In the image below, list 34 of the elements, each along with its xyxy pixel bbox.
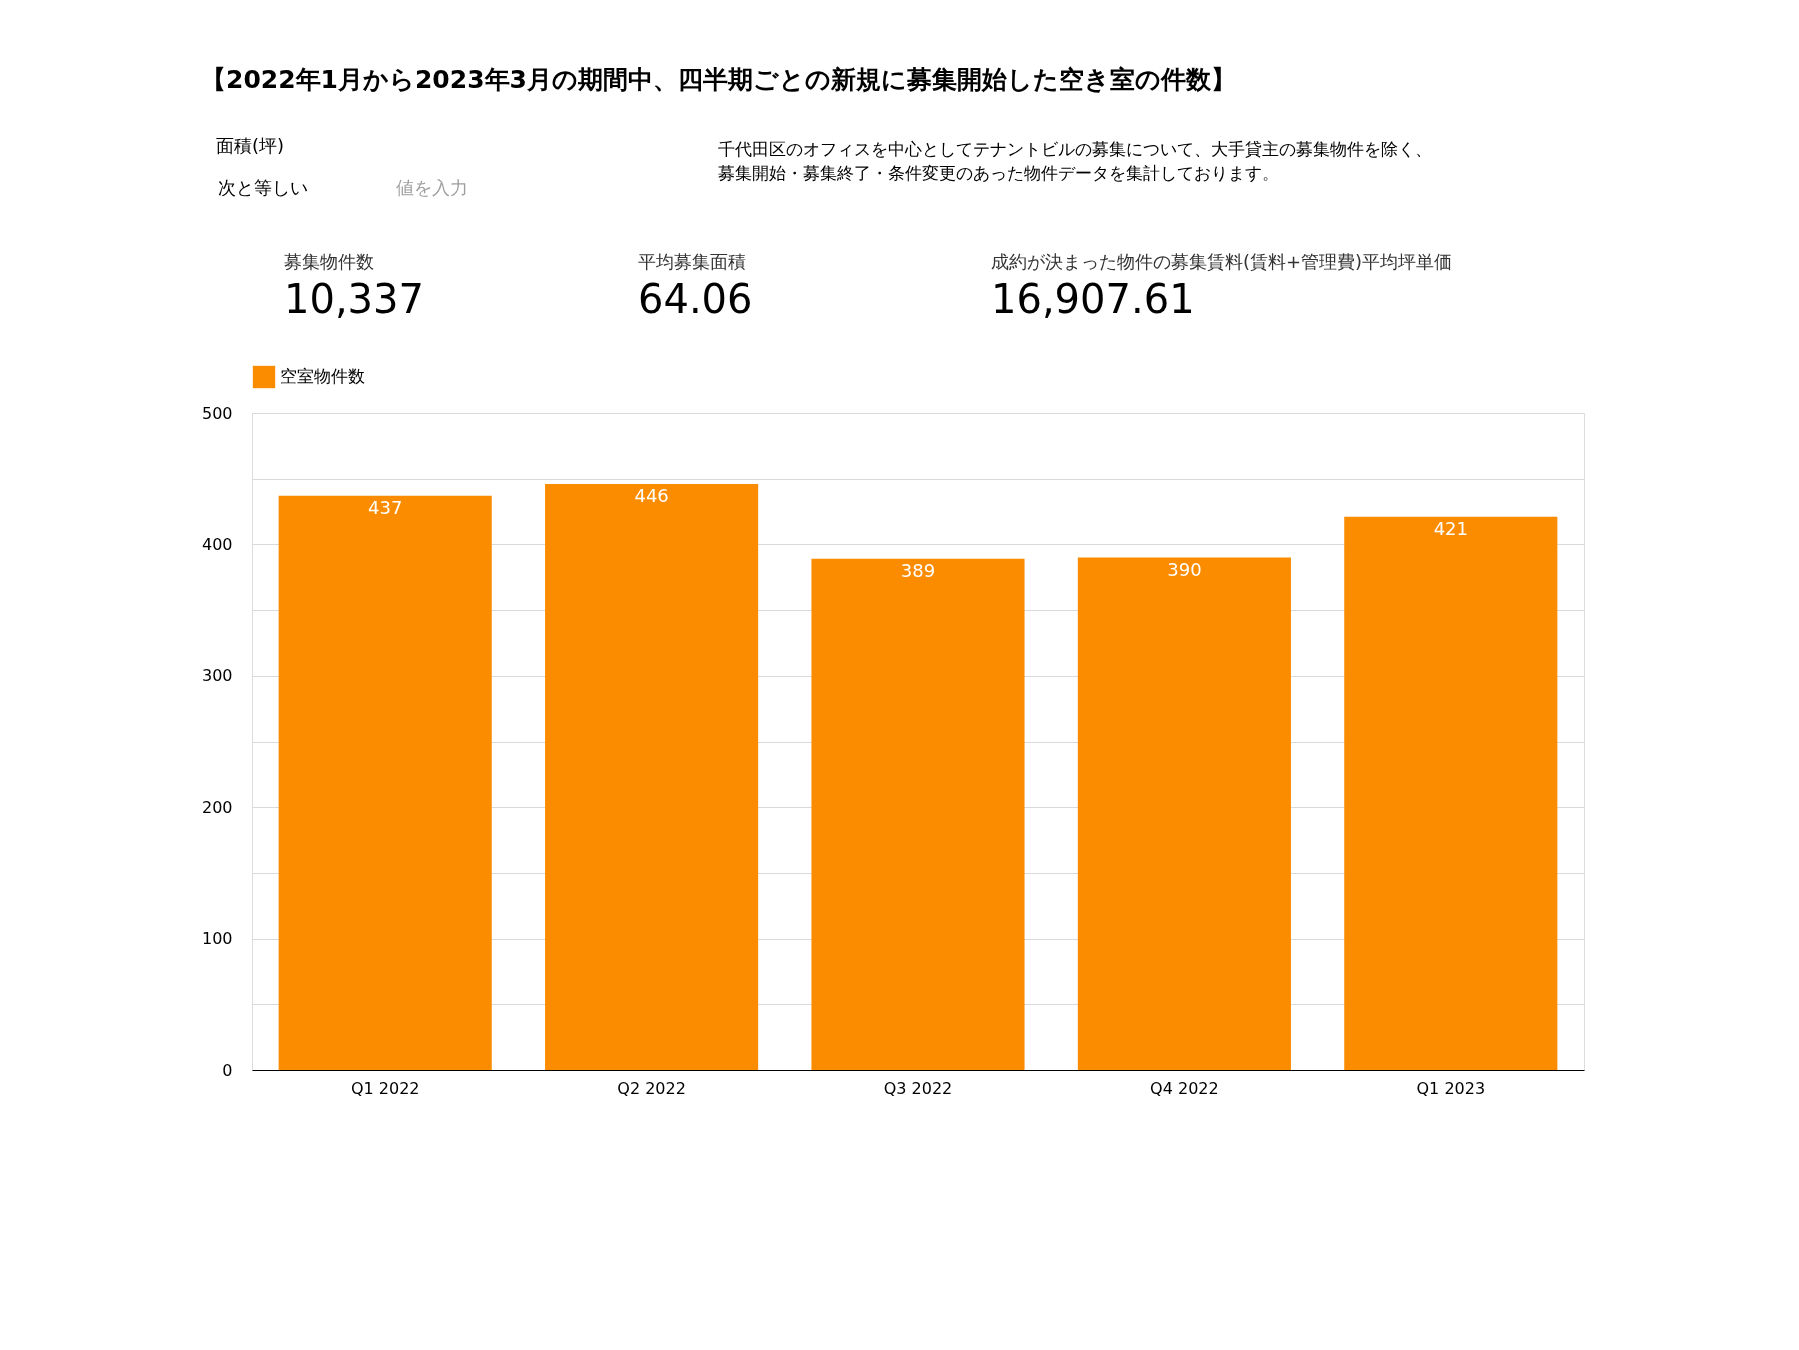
text: 千代田区のオフィスを中心としてテナントビルの募集について、大手貸主の募集物件を除く、: [718, 139, 1432, 159]
text: 成約が決まった物件の募集賃料(賃料+管理費)平均坪単価: [991, 251, 1453, 272]
text: 募集物件数: [284, 251, 374, 272]
data-label: 446: [634, 484, 669, 506]
y-tick-label: 0: [222, 1060, 233, 1080]
text: 面積(坪): [216, 135, 285, 156]
text: 次と等しい: [218, 177, 308, 198]
text: 16,907.61: [991, 276, 1195, 322]
text: 募集開始・募集終了・条件変更のあった物件データを集計しております。: [718, 163, 1279, 183]
text: 10,337: [284, 276, 424, 322]
bar: [1344, 516, 1558, 1070]
y-tick-label: 400: [201, 534, 233, 554]
data-label: 437: [368, 496, 403, 518]
chart-title: 【2022年1月から2023年3月の期間中、四半期ごとの新規に募集開始した空き室の件数】: [201, 65, 1236, 94]
y-tick-label: 300: [201, 666, 233, 686]
x-tick-label: Q4 2022: [1150, 1078, 1219, 1098]
x-tick-label: Q1 2023: [1416, 1078, 1486, 1098]
y-tick-label: 100: [201, 929, 233, 949]
data-label: 421: [1433, 517, 1468, 539]
bar: [811, 558, 1025, 1070]
text: 平均募集面積: [638, 251, 746, 272]
data-label: 389: [900, 559, 936, 581]
bar: [545, 483, 759, 1070]
bar: [1077, 557, 1291, 1070]
legend-label: 空室物件数: [280, 366, 365, 386]
x-tick-label: Q1 2022: [350, 1078, 420, 1098]
x-tick-label: Q2 2022: [617, 1078, 686, 1098]
y-tick-label: 500: [201, 403, 233, 423]
data-label: 390: [1167, 558, 1202, 580]
text: 64.06: [638, 276, 753, 322]
y-tick-label: 200: [201, 797, 233, 817]
bar: [278, 495, 492, 1070]
x-tick-label: Q3 2022: [883, 1078, 953, 1098]
text: 値を入力: [396, 177, 468, 198]
